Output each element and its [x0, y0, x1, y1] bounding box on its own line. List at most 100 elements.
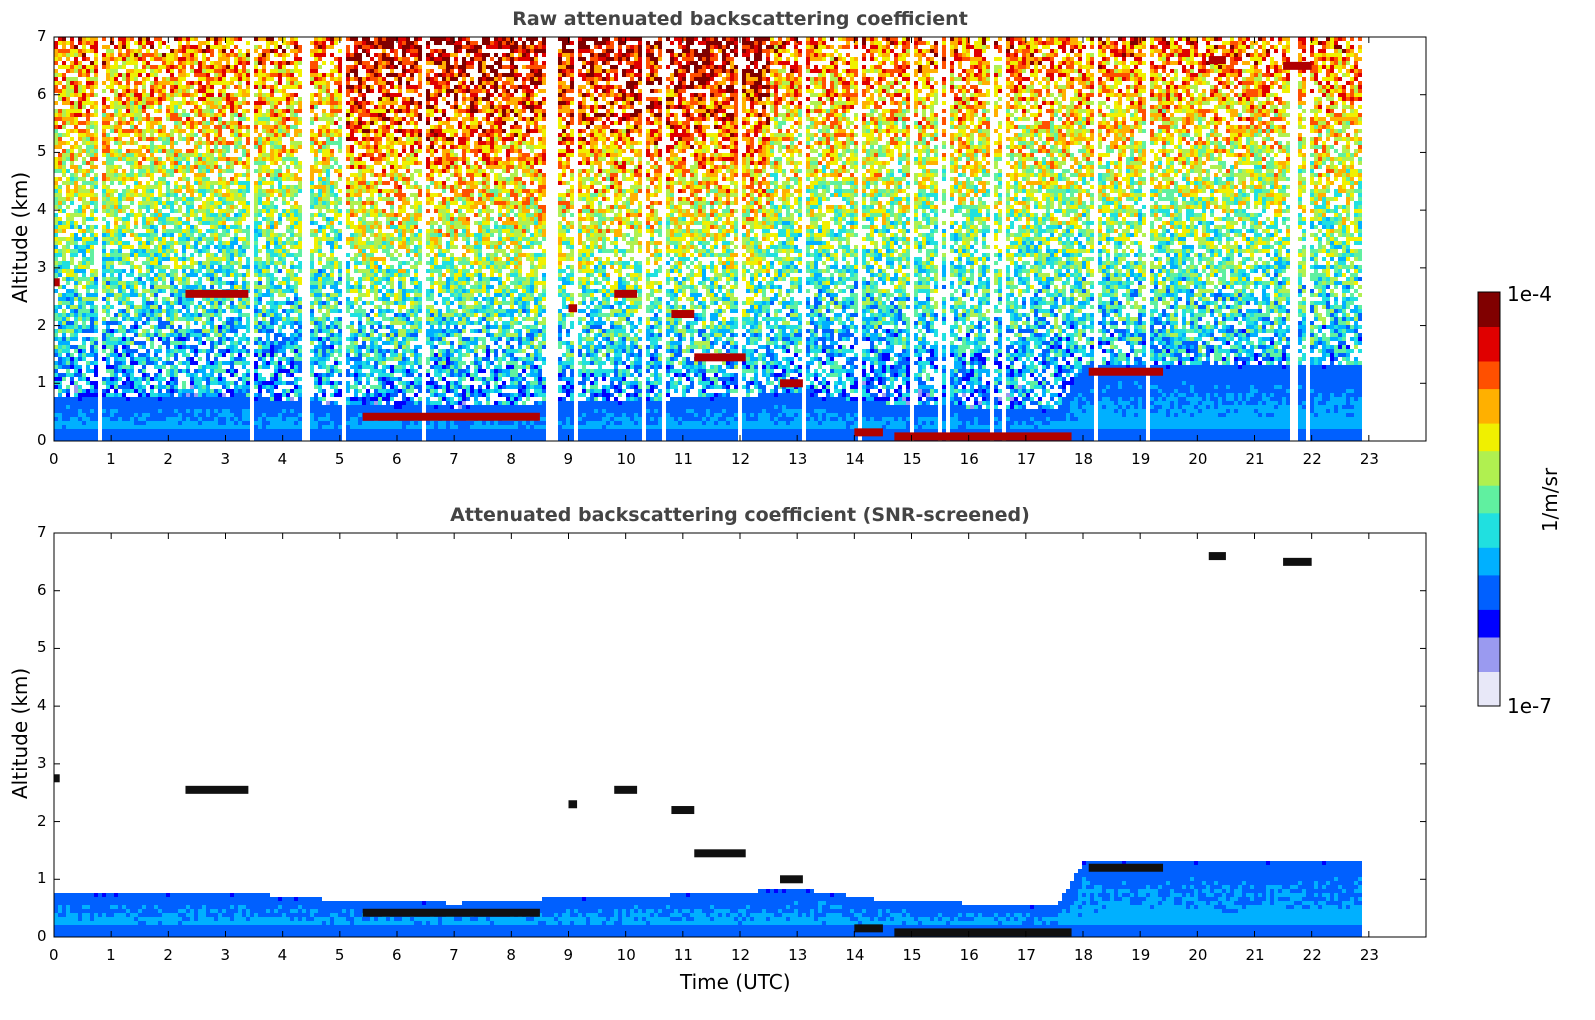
x-tick-label: 15	[903, 450, 922, 468]
colorbar-segment	[1478, 568, 1500, 575]
colorbar-segment	[1478, 340, 1500, 347]
x-tick-label: 7	[449, 450, 459, 468]
colorbar-segment	[1478, 616, 1500, 623]
colorbar-segment	[1478, 492, 1500, 499]
x-tick-label: 11	[674, 946, 693, 964]
cloud-layer-2	[363, 413, 540, 421]
cloud-layer-1	[185, 290, 248, 298]
y-tick-label: 4	[37, 200, 47, 218]
colorbar-segment	[1478, 382, 1500, 389]
cloud-layer-6	[694, 353, 745, 361]
y-tick-label: 0	[37, 927, 47, 945]
cloud-layer-8	[854, 428, 883, 436]
y-tick-label: 6	[37, 581, 47, 599]
x-tick-label: 6	[392, 450, 402, 468]
colorbar-segment	[1478, 375, 1500, 382]
heatmap-field-bottom	[54, 552, 1362, 937]
cloud-layer-1	[185, 786, 248, 794]
x-tick-label: 17	[1017, 450, 1036, 468]
x-tick-label: 11	[674, 450, 693, 468]
x-tick-label: 2	[163, 946, 173, 964]
x-tick-label: 1	[106, 450, 116, 468]
colorbar-segment	[1478, 389, 1500, 396]
cloud-layer-5	[671, 310, 694, 318]
colorbar-segment	[1478, 678, 1500, 685]
cloud-layer-0	[54, 774, 60, 782]
y-tick-label: 1	[37, 869, 47, 887]
y-tick-label: 2	[37, 316, 47, 334]
x-tick-label: 2	[163, 450, 173, 468]
cloud-layer-2	[363, 909, 540, 917]
cloud-layer-8	[854, 924, 883, 932]
colorbar-segment	[1478, 299, 1500, 306]
colorbar-segment	[1478, 292, 1500, 299]
x-tick-label: 12	[731, 450, 750, 468]
cloud-layer-5	[671, 806, 694, 814]
colorbar-segment	[1478, 458, 1500, 465]
colorbar-segment	[1478, 354, 1500, 361]
colorbar-segment	[1478, 320, 1500, 327]
y-tick-label: 7	[37, 523, 47, 541]
colorbar-segment	[1478, 402, 1500, 409]
x-tick-label: 0	[49, 946, 59, 964]
x-tick-label: 14	[845, 946, 864, 964]
x-tick-label: 19	[1131, 450, 1150, 468]
colorbar-segment	[1478, 313, 1500, 320]
x-tick-label: 8	[506, 450, 516, 468]
cloud-layer-3	[569, 800, 578, 808]
y-tick-label: 3	[37, 258, 47, 276]
x-tick-label: 22	[1303, 450, 1322, 468]
y-tick-label: 0	[37, 431, 47, 449]
y-tick-label: 7	[37, 27, 47, 45]
x-tick-label: 9	[564, 450, 574, 468]
colorbar	[1478, 292, 1500, 707]
colorbar-segment	[1478, 554, 1500, 561]
x-tick-label: 20	[1188, 946, 1207, 964]
colorbar-segment	[1478, 451, 1500, 458]
x-tick-label: 4	[278, 946, 288, 964]
colorbar-segment	[1478, 589, 1500, 596]
x-tick-label: 0	[49, 450, 59, 468]
colorbar-segment	[1478, 499, 1500, 506]
colorbar-segment	[1478, 361, 1500, 368]
colorbar-segment	[1478, 644, 1500, 651]
y-tick-label: 4	[37, 696, 47, 714]
colorbar-segment	[1478, 416, 1500, 423]
colorbar-segment	[1478, 596, 1500, 603]
colorbar-segment	[1478, 534, 1500, 541]
colorbar-segment	[1478, 609, 1500, 616]
colorbar-segment	[1478, 603, 1500, 610]
x-tick-label: 8	[506, 946, 516, 964]
colorbar-segment	[1478, 637, 1500, 644]
x-tick-label: 9	[564, 946, 574, 964]
x-tick-label: 23	[1360, 946, 1379, 964]
x-tick-label: 15	[903, 946, 922, 964]
cloud-layer-9	[894, 928, 1071, 936]
colorbar-segment	[1478, 485, 1500, 492]
cloud-layer-9	[894, 432, 1071, 440]
x-tick-label: 21	[1246, 946, 1265, 964]
colorbar-segment	[1478, 547, 1500, 554]
x-tick-label: 5	[335, 450, 345, 468]
colorbar-segment	[1478, 306, 1500, 313]
colorbar-segment	[1478, 423, 1500, 430]
x-tick-label: 22	[1303, 946, 1322, 964]
x-tick-label: 12	[731, 946, 750, 964]
x-tick-label: 5	[335, 946, 345, 964]
colorbar-segment	[1478, 692, 1500, 699]
x-tick-label: 13	[788, 946, 807, 964]
x-tick-label: 16	[960, 946, 979, 964]
cloud-layer-0	[54, 278, 60, 286]
colorbar-segment	[1478, 437, 1500, 444]
x-tick-label: 1	[106, 946, 116, 964]
y-tick-label: 6	[37, 85, 47, 103]
cloud-layer-12	[1283, 62, 1312, 70]
y-tick-label: 1	[37, 373, 47, 391]
x-tick-label: 18	[1074, 946, 1093, 964]
y-tick-label: 2	[37, 812, 47, 830]
colorbar-segment	[1478, 582, 1500, 589]
x-tick-label: 10	[617, 450, 636, 468]
x-tick-label: 3	[221, 946, 231, 964]
colorbar-segment	[1478, 506, 1500, 513]
